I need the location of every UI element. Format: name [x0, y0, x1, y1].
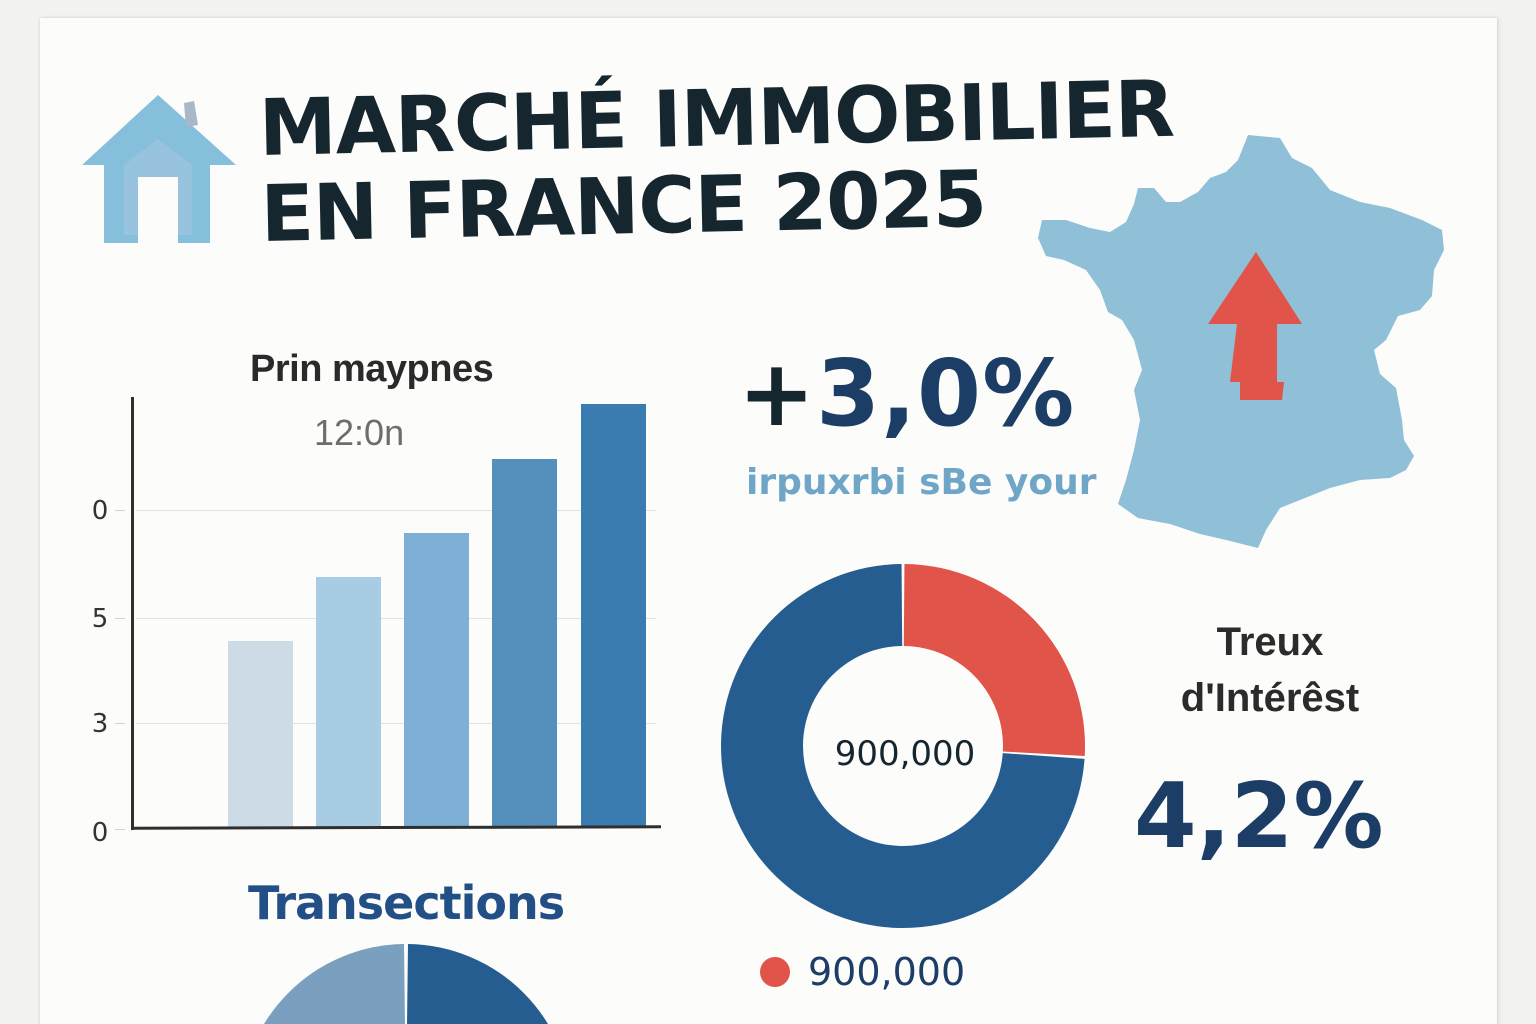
- y-tick: [115, 618, 125, 619]
- legend-label: 900,000: [808, 950, 966, 994]
- interest-rate-label-line1: Treux: [1216, 620, 1324, 664]
- y-tick: [115, 510, 125, 511]
- plus-sign: +: [738, 340, 817, 447]
- donut-segment: [903, 564, 1085, 756]
- donut-segment: [721, 564, 1085, 928]
- bar: [404, 533, 469, 827]
- interest-rate-label-line2: d'Intérêst: [1180, 676, 1360, 720]
- bar: [581, 404, 646, 827]
- donut-segment: [264, 944, 405, 1024]
- growth-number: 3,0%: [816, 340, 1076, 447]
- price-chart-title: Prin maypnes: [250, 348, 494, 390]
- interest-rate-label: Treux d'Intérêst: [1140, 614, 1400, 726]
- legend-red-dot: [760, 957, 790, 987]
- y-tick-label: 3: [91, 709, 109, 739]
- donut-legend: 900,000: [760, 950, 965, 994]
- gridline: [136, 723, 656, 724]
- price-chart-subtitle: 12:0n: [314, 412, 405, 453]
- y-tick: [115, 829, 125, 830]
- y-axis: [131, 397, 134, 830]
- donut-segment: [407, 944, 548, 1024]
- house-icon: [82, 95, 236, 243]
- bar: [228, 641, 293, 827]
- y-tick-label: 0: [91, 496, 109, 526]
- y-tick: [115, 723, 125, 724]
- donut-center-value: 900,000: [834, 734, 976, 774]
- y-tick-label: 5: [91, 604, 109, 634]
- transactions-donut-chart: [264, 944, 548, 1024]
- france-map-icon: [1038, 135, 1444, 548]
- y-tick-label: 0: [91, 818, 109, 848]
- volume-donut-chart: [721, 564, 1085, 928]
- bar: [492, 459, 557, 827]
- gridline: [136, 618, 656, 619]
- gridline: [136, 510, 656, 511]
- interest-rate-value: 4,2%: [1134, 764, 1384, 869]
- growth-kpi-value: +3,0%: [738, 340, 1075, 447]
- bar: [316, 577, 381, 827]
- transactions-title: Transections: [248, 876, 565, 930]
- growth-kpi-caption: irpuxrbi sBe your: [746, 462, 1097, 503]
